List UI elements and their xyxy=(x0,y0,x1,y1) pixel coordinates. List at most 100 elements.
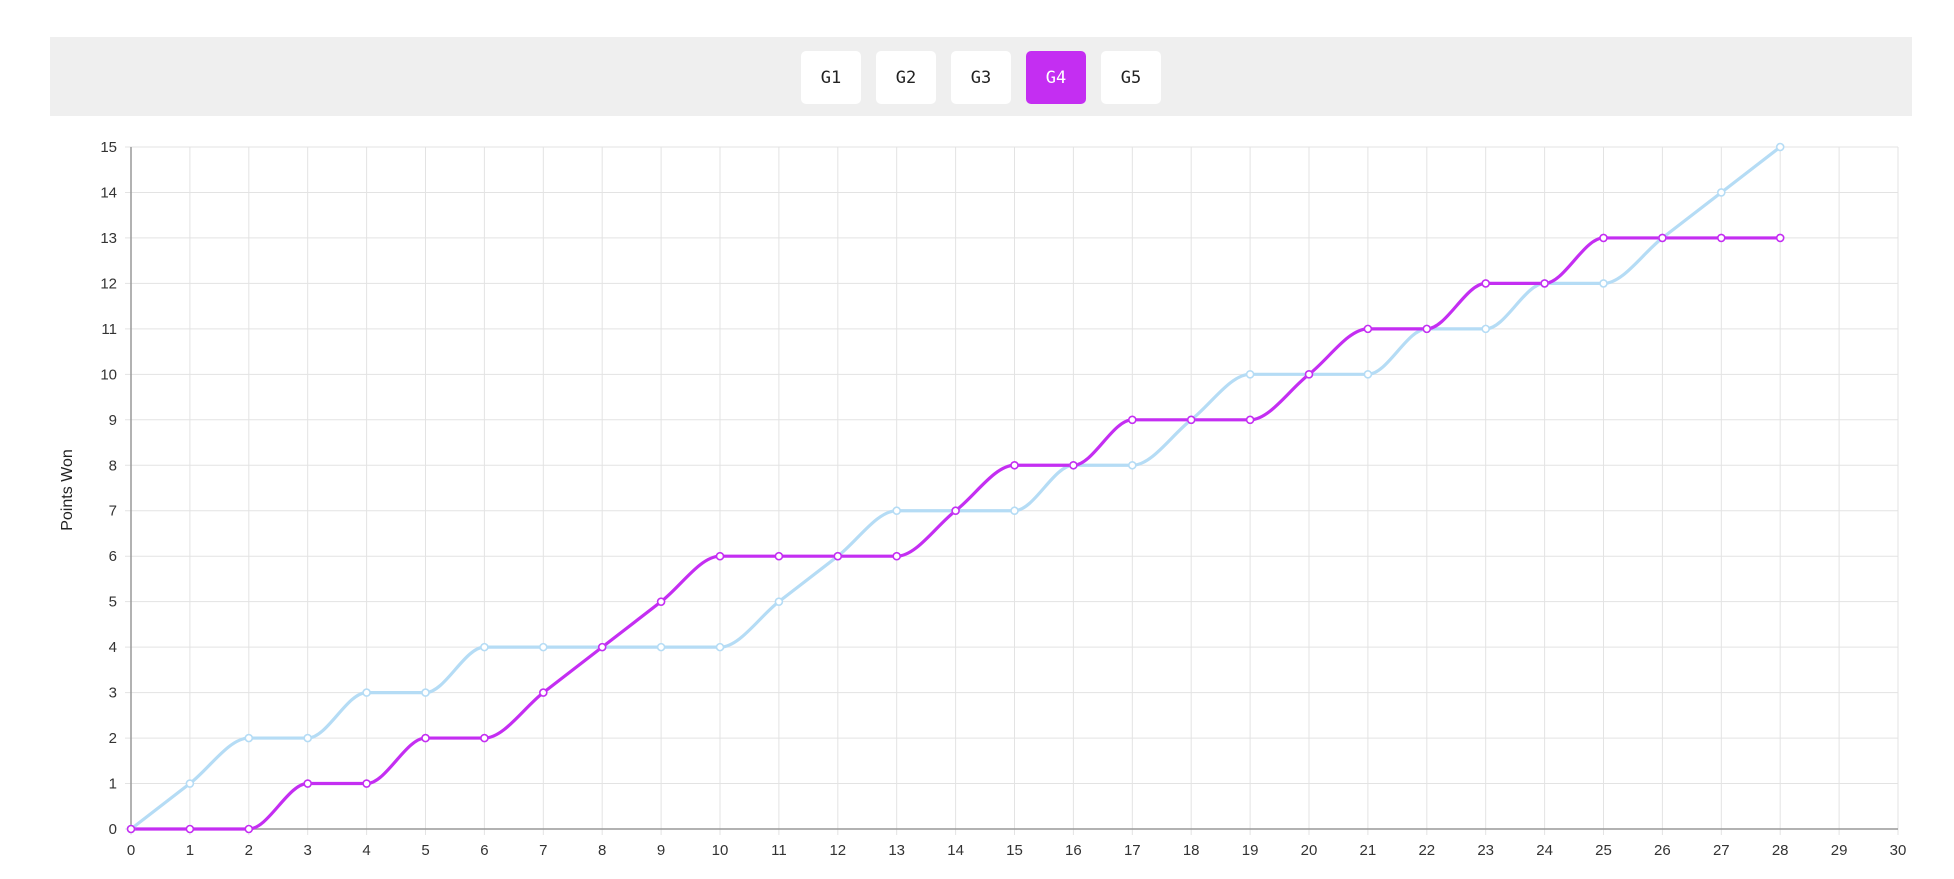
data-point[interactable] xyxy=(774,551,784,561)
y-tick-label: 10 xyxy=(100,366,117,383)
x-tick-label: 17 xyxy=(1124,842,1141,859)
data-point[interactable] xyxy=(1658,233,1667,243)
x-tick-label: 26 xyxy=(1654,842,1671,859)
x-tick-label: 8 xyxy=(598,842,606,859)
data-point[interactable] xyxy=(1717,188,1726,197)
data-point[interactable] xyxy=(480,642,489,652)
game-selector-bar: G1 G2 G3 G4 G5 xyxy=(50,37,1912,116)
data-point[interactable] xyxy=(421,688,430,697)
x-tick-label: 1 xyxy=(186,842,194,859)
y-tick-label: 14 xyxy=(100,184,117,201)
y-tick-label: 9 xyxy=(109,412,117,429)
y-tick-label: 5 xyxy=(109,594,117,611)
x-tick-label: 13 xyxy=(888,842,905,859)
y-tick-label: 6 xyxy=(109,548,117,565)
data-point[interactable] xyxy=(538,688,548,697)
data-point[interactable] xyxy=(303,733,313,743)
tab-g2[interactable]: G2 xyxy=(876,51,936,104)
tab-g3[interactable]: G3 xyxy=(951,51,1011,104)
y-tick-label: 1 xyxy=(109,776,117,793)
data-point[interactable] xyxy=(126,824,136,834)
data-point[interactable] xyxy=(1128,460,1137,470)
x-tick-label: 19 xyxy=(1242,842,1259,859)
data-point[interactable] xyxy=(303,779,313,788)
data-point[interactable] xyxy=(1245,370,1255,379)
y-tick-label: 11 xyxy=(101,321,117,338)
y-tick-label: 4 xyxy=(109,639,117,656)
data-point[interactable] xyxy=(892,506,902,516)
x-tick-label: 11 xyxy=(771,842,787,859)
x-tick-label: 9 xyxy=(657,842,665,859)
x-tick-label: 24 xyxy=(1536,842,1553,859)
data-point[interactable] xyxy=(951,506,960,516)
tab-g5[interactable]: G5 xyxy=(1101,51,1161,104)
data-point[interactable] xyxy=(1186,415,1196,425)
data-point[interactable] xyxy=(1599,279,1608,288)
y-tick-label: 0 xyxy=(109,821,117,838)
y-tick-label: 2 xyxy=(109,730,117,747)
data-point[interactable] xyxy=(1540,279,1549,288)
data-point[interactable] xyxy=(480,733,489,743)
x-tick-label: 15 xyxy=(1006,842,1023,859)
data-point[interactable] xyxy=(244,733,254,743)
data-point[interactable] xyxy=(1775,142,1785,152)
x-tick-label: 6 xyxy=(480,842,488,859)
x-tick-label: 28 xyxy=(1772,842,1789,859)
tab-g1[interactable]: G1 xyxy=(801,51,861,104)
data-point[interactable] xyxy=(1481,324,1490,334)
x-tick-label: 5 xyxy=(421,842,429,859)
data-point[interactable] xyxy=(715,551,725,561)
data-point[interactable] xyxy=(1010,506,1019,516)
chart-axes xyxy=(130,147,1898,830)
x-tick-label: 25 xyxy=(1595,842,1612,859)
data-point[interactable] xyxy=(1775,233,1785,243)
y-tick-label: 3 xyxy=(109,685,117,702)
data-point[interactable] xyxy=(185,779,195,788)
x-tick-label: 30 xyxy=(1890,842,1907,859)
data-point[interactable] xyxy=(1363,324,1373,334)
x-axis-ticks: 0 1 2 3 4 5 6 7 8 9 10 11 12 13 14 15 16 17 18 19 20 21 22 23 24… xyxy=(127,842,1907,859)
data-point[interactable] xyxy=(656,642,666,652)
data-point[interactable] xyxy=(1245,415,1255,425)
data-point[interactable] xyxy=(1363,370,1373,379)
x-tick-label: 10 xyxy=(712,842,729,859)
data-point[interactable] xyxy=(362,688,371,697)
data-point[interactable] xyxy=(833,551,843,561)
x-tick-label: 20 xyxy=(1301,842,1318,859)
x-tick-label: 4 xyxy=(362,842,370,859)
data-point[interactable] xyxy=(421,733,430,743)
data-point[interactable] xyxy=(715,642,725,652)
x-tick-label: 18 xyxy=(1183,842,1200,859)
data-point[interactable] xyxy=(1069,460,1078,470)
data-point[interactable] xyxy=(1010,460,1019,470)
x-tick-label: 0 xyxy=(127,842,135,859)
data-point[interactable] xyxy=(774,597,784,606)
data-point[interactable] xyxy=(892,551,902,561)
data-point[interactable] xyxy=(597,642,607,652)
data-point[interactable] xyxy=(362,779,371,788)
data-point[interactable] xyxy=(185,824,195,834)
y-tick-label: 15 xyxy=(100,139,117,156)
tab-g4[interactable]: G4 xyxy=(1026,51,1086,104)
x-tick-label: 21 xyxy=(1360,842,1377,859)
data-point[interactable] xyxy=(656,597,666,606)
data-point[interactable] xyxy=(1422,324,1432,334)
data-point[interactable] xyxy=(244,824,254,834)
data-point[interactable] xyxy=(538,642,548,652)
data-point[interactable] xyxy=(1128,415,1137,425)
data-point[interactable] xyxy=(1304,370,1314,379)
y-tick-label: 7 xyxy=(109,503,117,520)
x-tick-label: 23 xyxy=(1477,842,1494,859)
game-tabs: G1 G2 G3 G4 G5 xyxy=(50,51,1912,104)
data-point[interactable] xyxy=(1717,233,1726,243)
data-point[interactable] xyxy=(1599,233,1608,243)
x-tick-label: 27 xyxy=(1713,842,1730,859)
data-point[interactable] xyxy=(1481,279,1490,288)
x-tick-label: 3 xyxy=(304,842,312,859)
y-tick-label: 8 xyxy=(109,457,117,474)
x-tick-label: 7 xyxy=(539,842,547,859)
x-tick-label: 14 xyxy=(947,842,964,859)
x-tick-label: 16 xyxy=(1065,842,1082,859)
